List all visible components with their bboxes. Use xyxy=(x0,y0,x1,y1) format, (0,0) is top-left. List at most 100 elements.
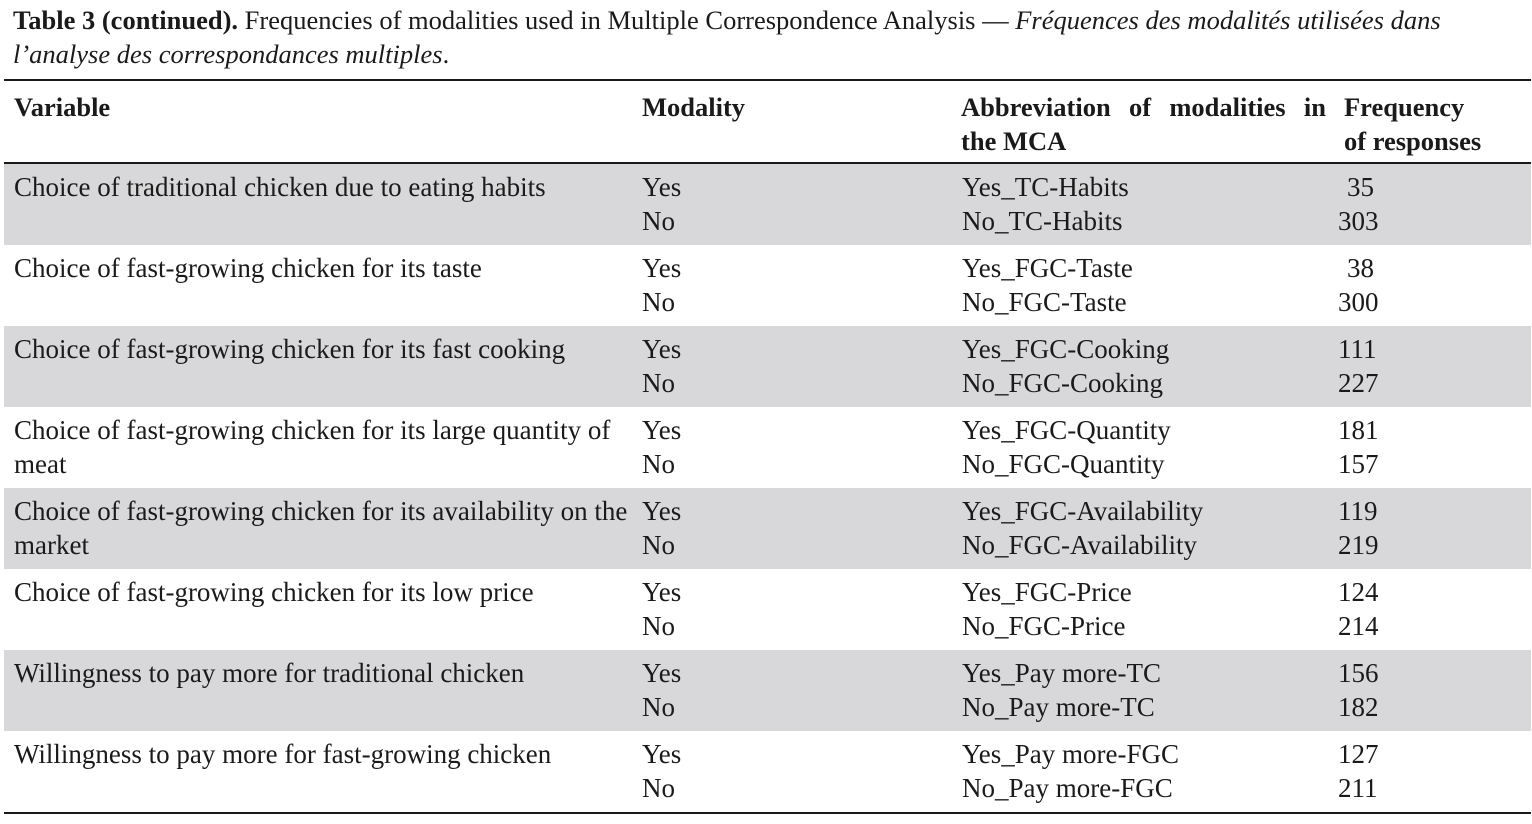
abbreviation-value: No_Pay more-TC xyxy=(962,691,1155,722)
table-row: Choice of fast-growing chicken for its f… xyxy=(4,326,1531,407)
cell-variable: Choice of fast-growing chicken for its l… xyxy=(14,415,611,479)
abbreviation-value: Yes_FGC-Price xyxy=(962,577,1132,607)
abbreviation-value: No_Pay more-FGC xyxy=(962,772,1173,803)
cell-modality: Yes No xyxy=(632,488,952,569)
modality-value: No xyxy=(642,772,675,803)
table-row: Willingness to pay more for fast-growing… xyxy=(4,731,1531,813)
cell-frequency: 38 300 xyxy=(1334,245,1531,326)
abbreviation-value: No_TC-Habits xyxy=(962,205,1123,236)
table-row: Willingness to pay more for traditional … xyxy=(4,650,1531,731)
table-row: Choice of traditional chicken due to eat… xyxy=(4,163,1531,245)
frequency-value: 211 xyxy=(1338,772,1378,803)
cell-modality: Yes No xyxy=(632,731,952,813)
modality-value: No xyxy=(642,367,675,398)
modality-value: No xyxy=(642,448,675,479)
cell-variable: Choice of fast-growing chicken for its f… xyxy=(4,326,632,407)
cell-variable: Choice of fast-growing chicken for its l… xyxy=(14,577,534,607)
table-caption: Table 3 (continued). Frequencies of moda… xyxy=(13,3,1523,71)
cell-modality: Yes No xyxy=(632,650,952,731)
cell-frequency: 119 219 xyxy=(1334,488,1531,569)
abbreviation-value: Yes_FGC-Quantity xyxy=(962,415,1171,445)
modality-value: Yes xyxy=(642,334,682,364)
cell-frequency: 35 303 xyxy=(1334,163,1531,245)
abbreviation-value: Yes_FGC-Taste xyxy=(962,253,1133,283)
header-variable: Variable xyxy=(14,92,111,122)
table-header: Variable Modality Abbreviation of modali… xyxy=(4,80,1531,163)
cell-frequency: 111 227 xyxy=(1334,326,1531,407)
cell-modality: Yes No xyxy=(632,326,952,407)
cell-frequency: 127 211 xyxy=(1334,731,1531,813)
cell-variable: Choice of fast-growing chicken for its a… xyxy=(4,488,632,569)
abbreviation-value: No_FGC-Taste xyxy=(962,286,1127,317)
cell-frequency: 124 214 xyxy=(1334,569,1531,650)
frequency-value: 35 xyxy=(1347,172,1374,202)
frequency-value: 181 xyxy=(1338,415,1379,445)
frequency-value: 227 xyxy=(1338,367,1379,398)
frequency-value: 214 xyxy=(1338,610,1379,641)
cell-variable: Choice of traditional chicken due to eat… xyxy=(4,163,632,245)
cell-abbreviation: Yes_Pay more-TC No_Pay more-TC xyxy=(952,650,1334,731)
cell-abbreviation: Yes_FGC-Cooking No_FGC-Cooking xyxy=(952,326,1334,407)
abbreviation-value: No_FGC-Cooking xyxy=(962,367,1164,398)
abbreviation-value: No_FGC-Quantity xyxy=(962,448,1165,479)
table-row: Choice of fast-growing chicken for its l… xyxy=(4,569,1531,650)
caption-end: . xyxy=(442,39,450,69)
modality-value: No xyxy=(642,205,675,236)
cell-frequency: 181 157 xyxy=(1334,407,1531,488)
caption-french: Fréquences des modalités utilisées dans … xyxy=(13,5,1441,69)
modality-value: Yes xyxy=(642,172,682,202)
modality-value: Yes xyxy=(642,658,682,688)
header-row: Variable Modality Abbreviation of modali… xyxy=(4,80,1531,163)
modality-value: No xyxy=(642,691,675,722)
frequency-table: Variable Modality Abbreviation of modali… xyxy=(4,79,1531,814)
frequency-value: 119 xyxy=(1338,496,1378,526)
abbreviation-value: Yes_FGC-Availability xyxy=(962,496,1204,526)
abbreviation-value: Yes_Pay more-FGC xyxy=(962,739,1180,769)
abbreviation-value: No_FGC-Price xyxy=(962,610,1126,641)
modality-value: No xyxy=(642,529,675,560)
header-abbreviation: Abbreviation of modalities in the MCA xyxy=(961,92,1326,156)
frequency-value: 124 xyxy=(1338,577,1379,607)
cell-modality: Yes No xyxy=(632,245,952,326)
modality-value: Yes xyxy=(642,577,682,607)
frequency-value: 303 xyxy=(1338,205,1379,236)
cell-variable: Choice of fast-growing chicken for its t… xyxy=(14,253,482,283)
caption-english: Frequencies of modalities used in Multip… xyxy=(238,5,1016,35)
frequency-value: 156 xyxy=(1338,658,1379,688)
modality-value: Yes xyxy=(642,739,682,769)
cell-modality: Yes No xyxy=(632,407,952,488)
header-frequency: Frequency of responses xyxy=(1334,80,1531,163)
modality-value: Yes xyxy=(642,253,682,283)
cell-abbreviation: Yes_FGC-Availability No_FGC-Availability xyxy=(952,488,1334,569)
frequency-value: 38 xyxy=(1347,253,1374,283)
abbreviation-value: Yes_FGC-Cooking xyxy=(962,334,1170,364)
cell-abbreviation: Yes_FGC-Quantity No_FGC-Quantity xyxy=(952,407,1334,488)
frequency-value: 111 xyxy=(1338,334,1377,364)
abbreviation-value: No_FGC-Availability xyxy=(962,529,1197,560)
frequency-value: 157 xyxy=(1338,448,1379,479)
header-frequency-line1: Frequency xyxy=(1344,92,1465,122)
modality-value: Yes xyxy=(642,415,682,445)
modality-value: No xyxy=(642,610,675,641)
modality-value: No xyxy=(642,286,675,317)
cell-abbreviation: Yes_TC-Habits No_TC-Habits xyxy=(952,163,1334,245)
cell-abbreviation: Yes_Pay more-FGC No_Pay more-FGC xyxy=(952,731,1334,813)
table-row: Choice of fast-growing chicken for its l… xyxy=(4,407,1531,488)
caption-label: Table 3 (continued). xyxy=(13,5,239,35)
frequency-value: 182 xyxy=(1338,691,1379,722)
cell-modality: Yes No xyxy=(632,569,952,650)
table-body: Choice of traditional chicken due to eat… xyxy=(4,163,1531,813)
frequency-value: 127 xyxy=(1338,739,1379,769)
cell-variable: Willingness to pay more for traditional … xyxy=(4,650,632,731)
frequency-value: 300 xyxy=(1338,286,1379,317)
frequency-value: 219 xyxy=(1338,529,1379,560)
frequency-table-container: Variable Modality Abbreviation of modali… xyxy=(4,79,1531,814)
cell-frequency: 156 182 xyxy=(1334,650,1531,731)
abbreviation-value: Yes_Pay more-TC xyxy=(962,658,1162,688)
cell-variable: Willingness to pay more for fast-growing… xyxy=(14,739,552,769)
header-frequency-line2: of responses xyxy=(1344,126,1482,156)
table-row: Choice of fast-growing chicken for its t… xyxy=(4,245,1531,326)
table-row: Choice of fast-growing chicken for its a… xyxy=(4,488,1531,569)
cell-abbreviation: Yes_FGC-Taste No_FGC-Taste xyxy=(952,245,1334,326)
cell-modality: Yes No xyxy=(632,163,952,245)
